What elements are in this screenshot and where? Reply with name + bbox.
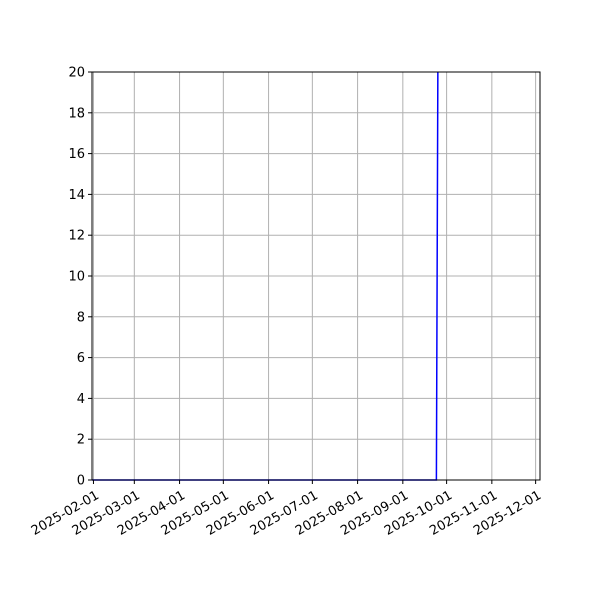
y-tick-label: 6 [77,351,85,366]
y-tick-label: 8 [77,310,85,325]
y-tick-label: 2 [77,433,85,448]
x-axis: 2025-02-012025-03-012025-04-012025-05-01… [29,480,544,539]
y-tick-label: 18 [68,106,85,121]
y-tick-label: 16 [68,147,85,162]
y-axis: 0 2 4 6 8 10 12 14 16 18 20 [68,66,92,489]
y-tick-label: 4 [77,392,85,407]
y-tick-label: 0 [77,474,85,489]
y-tick-label: 14 [68,188,85,203]
y-tick-label: 10 [68,270,85,285]
y-tick-label: 20 [68,66,85,81]
y-tick-label: 12 [68,229,85,244]
